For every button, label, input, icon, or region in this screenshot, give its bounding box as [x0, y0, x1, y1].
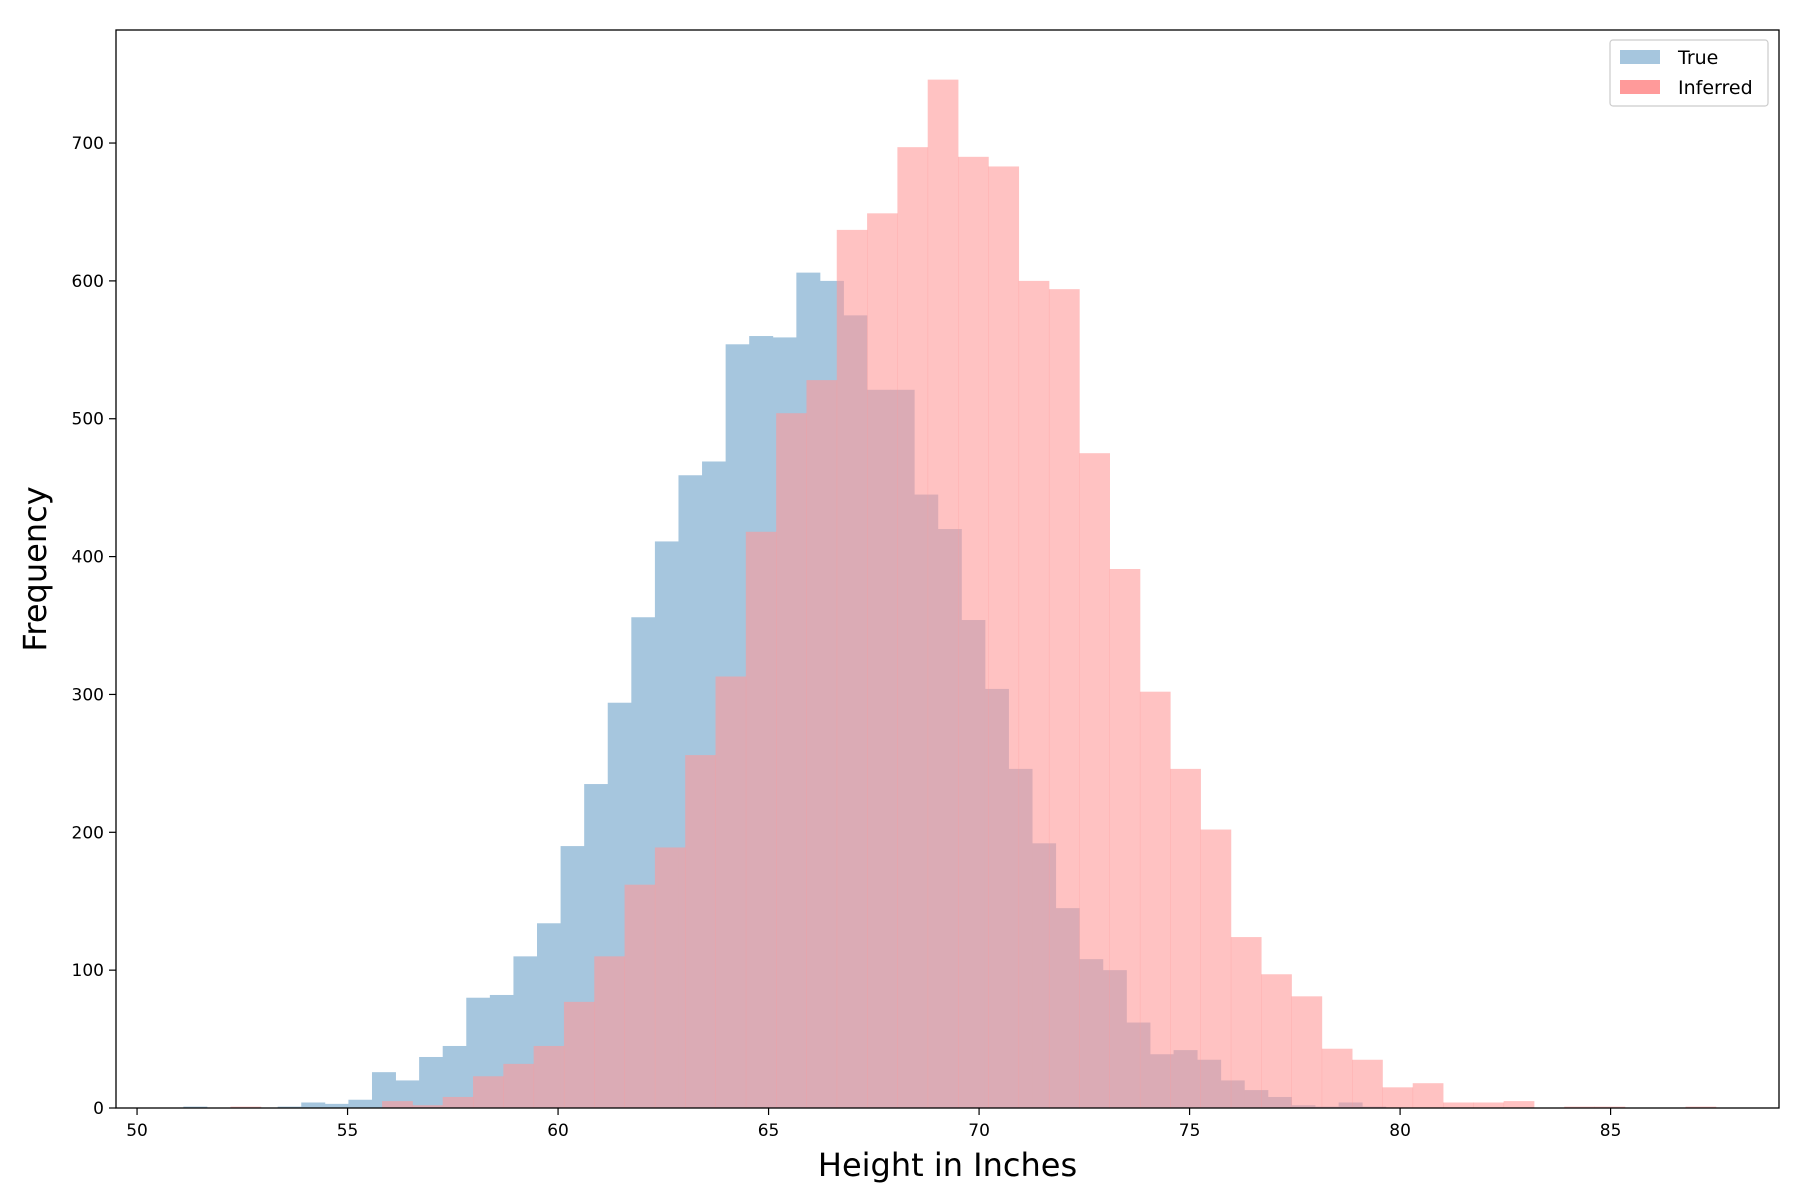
x-tick-label: 80 — [1389, 1121, 1411, 1141]
histogram-bar-inferred — [806, 380, 838, 1108]
histogram-bar-inferred — [473, 1076, 504, 1108]
legend-label-inferred: Inferred — [1678, 77, 1753, 99]
histogram-bar-inferred — [1382, 1087, 1414, 1108]
y-tick-label: 400 — [72, 548, 104, 568]
legend-swatch-inferred — [1620, 80, 1660, 94]
histogram-bar-inferred — [1139, 691, 1171, 1108]
histogram-bar-inferred — [1473, 1102, 1505, 1108]
x-axis-label: Height in Inches — [818, 1146, 1077, 1184]
histogram-bar-inferred — [594, 956, 625, 1108]
histogram-bar-inferred — [1200, 829, 1232, 1108]
x-tick-label: 60 — [547, 1121, 569, 1141]
histogram-bar-inferred — [1412, 1083, 1444, 1108]
histogram-bar-true — [277, 1106, 302, 1108]
y-tick-label: 300 — [72, 685, 104, 705]
histogram-bar-inferred — [988, 166, 1020, 1109]
y-tick-label: 500 — [72, 410, 104, 430]
histogram-bar-inferred — [1079, 453, 1110, 1108]
legend-label-true: True — [1677, 47, 1718, 69]
x-tick-label: 50 — [126, 1121, 148, 1141]
y-tick-label: 0 — [93, 1099, 104, 1119]
histogram-bar-inferred — [533, 1045, 565, 1108]
histogram-bar-inferred — [1443, 1102, 1474, 1108]
histogram-bar-inferred — [382, 1101, 413, 1108]
histogram-bar-inferred — [867, 213, 898, 1109]
histogram-bar-inferred — [1594, 1106, 1626, 1108]
histogram-bar-inferred — [927, 79, 959, 1108]
x-tick-label: 85 — [1600, 1121, 1622, 1141]
histogram-bar-inferred — [442, 1096, 474, 1108]
histogram-bar-inferred — [897, 147, 929, 1109]
y-tick-label: 200 — [72, 823, 104, 843]
histogram-bar-true — [442, 1045, 467, 1108]
histogram-bar-true — [348, 1099, 373, 1108]
histogram-bar-inferred — [715, 676, 747, 1108]
histogram-bar-inferred — [1109, 569, 1141, 1108]
y-axis-label: Frequency — [16, 486, 54, 651]
y-tick-label: 600 — [72, 272, 104, 292]
histogram-bar-inferred — [776, 413, 807, 1109]
histogram-bar-inferred — [1018, 280, 1050, 1108]
histogram-bar-inferred — [1685, 1106, 1717, 1108]
histogram-bar-inferred — [1048, 289, 1080, 1108]
histogram-bar-inferred — [958, 156, 989, 1108]
histogram-bar-inferred — [1503, 1101, 1535, 1108]
histogram-bar-inferred — [230, 1106, 262, 1108]
x-tick-label: 55 — [337, 1121, 359, 1141]
histogram-bar-true — [301, 1102, 326, 1108]
histogram-bar-inferred — [1564, 1106, 1595, 1108]
histogram-bar-true — [395, 1080, 420, 1108]
y-tick-label: 100 — [72, 961, 104, 981]
legend-swatch-true — [1620, 50, 1660, 64]
histogram-bar-inferred — [1291, 996, 1323, 1108]
plot-frame — [115, 29, 1780, 1109]
x-tick-label: 70 — [968, 1121, 990, 1141]
histogram-bar-true — [371, 1072, 396, 1108]
histogram-bar-inferred — [1321, 1048, 1353, 1108]
histogram-bar-inferred — [1230, 937, 1262, 1108]
series-inferred-bars — [230, 79, 1717, 1109]
y-axis: 0 100 200 300 400 500 600 700 — [72, 134, 116, 1119]
histogram-bar-true — [324, 1103, 349, 1108]
histogram-bar-inferred — [412, 1105, 444, 1108]
histogram-bar-inferred — [503, 1063, 535, 1108]
histogram-bar-true — [183, 1106, 208, 1108]
histogram-bar-inferred — [624, 884, 656, 1108]
histogram-bar-inferred — [1261, 974, 1292, 1108]
histogram-bar-inferred — [1352, 1059, 1383, 1108]
y-tick-label: 700 — [72, 134, 104, 154]
histogram-bar-inferred — [836, 229, 868, 1108]
x-tick-label: 65 — [758, 1121, 780, 1141]
x-tick-label: 75 — [1179, 1121, 1201, 1141]
histogram-bar-inferred — [654, 847, 686, 1108]
histogram-bar-inferred — [685, 755, 716, 1108]
histogram-bar-true — [419, 1056, 444, 1108]
legend: True Inferred — [1609, 39, 1769, 107]
histogram-bar-inferred — [1170, 768, 1201, 1108]
histogram-bar-inferred — [745, 531, 777, 1108]
x-axis: 50 55 60 65 70 75 80 85 — [126, 1108, 1621, 1141]
histogram-bar-inferred — [563, 1001, 595, 1108]
